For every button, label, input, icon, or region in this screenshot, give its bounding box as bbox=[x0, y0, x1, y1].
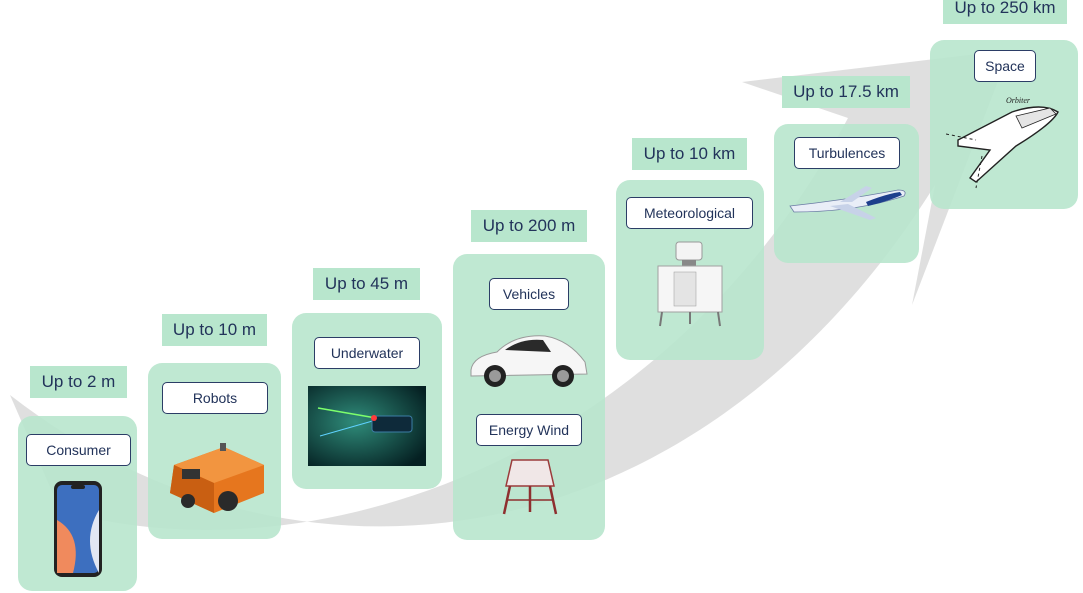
stage-underwater-label: Underwater bbox=[314, 337, 420, 369]
stage-underwater-range: Up to 45 m bbox=[313, 268, 420, 300]
stage-consumer-range: Up to 2 m bbox=[30, 366, 127, 398]
smartphone-icon bbox=[54, 481, 102, 577]
stage-meteorological-range: Up to 10 km bbox=[632, 138, 747, 170]
meteo-lidar-icon bbox=[657, 241, 723, 327]
stage-turbulences-label: Turbulences bbox=[794, 137, 900, 169]
wind-lidar-icon bbox=[502, 459, 558, 515]
stage-robots-label: Robots bbox=[162, 382, 268, 414]
stage-space-range: Up to 250 km bbox=[943, 0, 1067, 24]
stage-turbulences-range: Up to 17.5 km bbox=[782, 76, 910, 108]
underwater-icon bbox=[308, 386, 426, 466]
stage-meteorological-label: Meteorological bbox=[626, 197, 753, 229]
space-shuttle-icon bbox=[946, 106, 1059, 189]
airplane-icon bbox=[789, 186, 906, 220]
stage-space-label: Space bbox=[974, 50, 1036, 82]
orbiter-caption: Orbiter bbox=[1006, 96, 1030, 105]
stage-vehicles-range: Up to 200 m bbox=[471, 210, 587, 242]
stage-energy-wind-label: Energy Wind bbox=[476, 414, 582, 446]
stage-robots-range: Up to 10 m bbox=[162, 314, 267, 346]
stage-consumer-label: Consumer bbox=[26, 434, 131, 466]
car-icon bbox=[470, 335, 588, 387]
stage-vehicles-label: Vehicles bbox=[489, 278, 569, 310]
robot-icon bbox=[170, 443, 264, 513]
